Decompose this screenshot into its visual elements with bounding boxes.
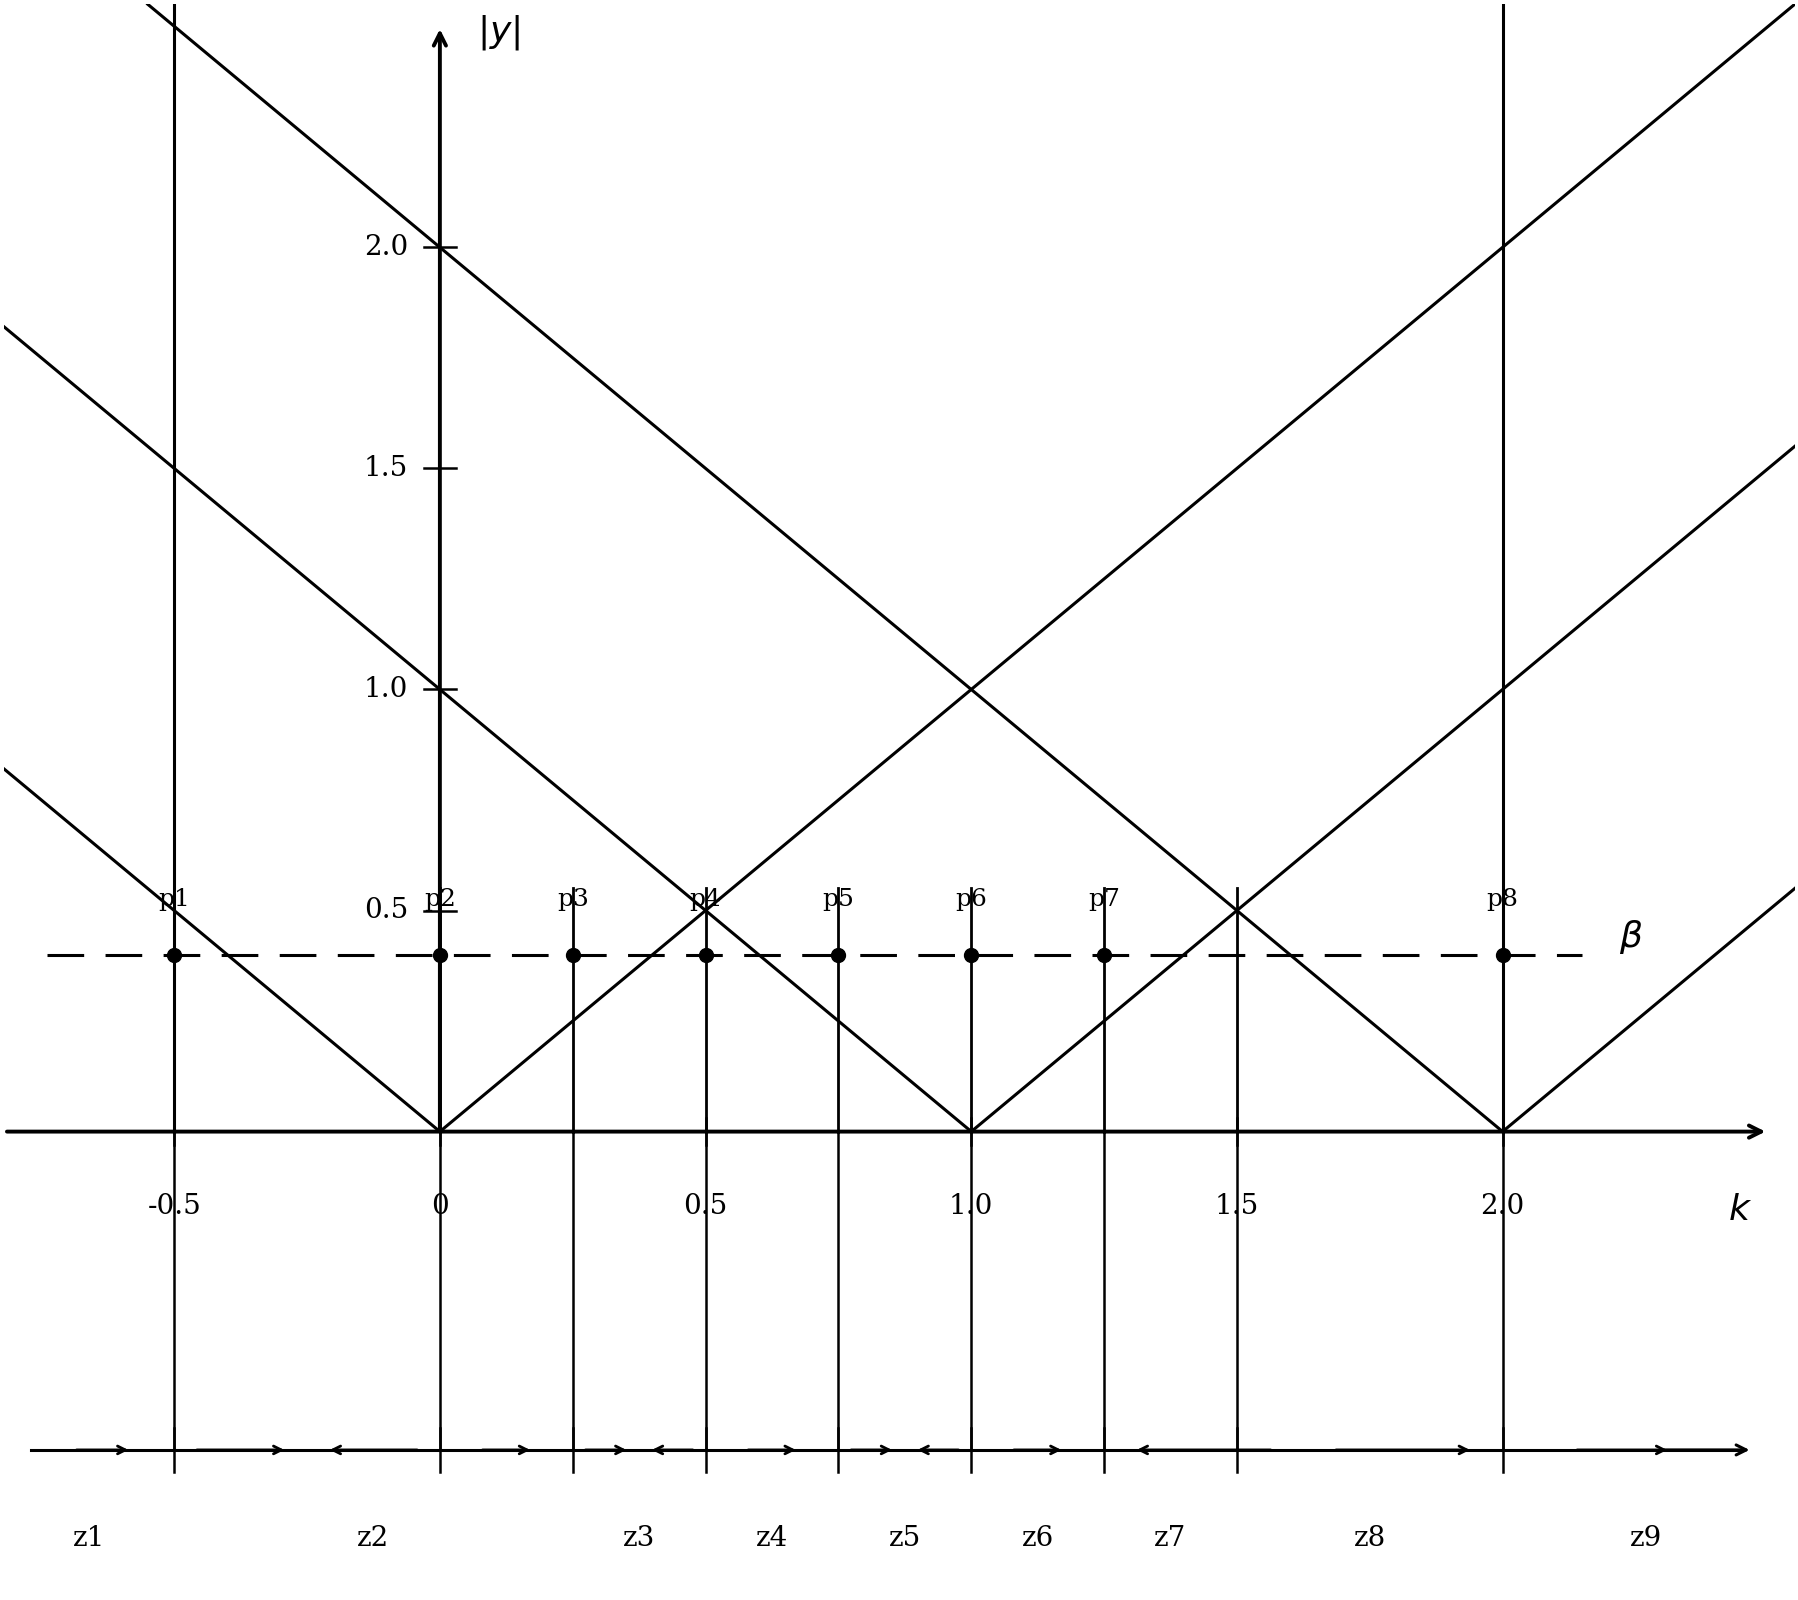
Text: 1.0: 1.0 — [363, 675, 408, 702]
Text: z8: z8 — [1352, 1525, 1384, 1552]
Text: $\beta$: $\beta$ — [1618, 918, 1643, 957]
Text: 0: 0 — [432, 1194, 448, 1221]
Text: z9: z9 — [1629, 1525, 1661, 1552]
Text: p6: p6 — [955, 888, 987, 910]
Text: z3: z3 — [622, 1525, 654, 1552]
Text: p1: p1 — [158, 888, 191, 910]
Text: 2.0: 2.0 — [1480, 1194, 1525, 1221]
Text: $|y|$: $|y|$ — [476, 13, 520, 53]
Text: p8: p8 — [1485, 888, 1518, 910]
Text: z1: z1 — [74, 1525, 106, 1552]
Text: z6: z6 — [1021, 1525, 1054, 1552]
Text: 0.5: 0.5 — [683, 1194, 726, 1221]
Text: 2.0: 2.0 — [363, 234, 408, 261]
Text: p5: p5 — [822, 888, 854, 910]
Text: p4: p4 — [689, 888, 721, 910]
Text: p7: p7 — [1088, 888, 1120, 910]
Text: $k$: $k$ — [1728, 1194, 1751, 1227]
Text: p3: p3 — [556, 888, 588, 910]
Text: z2: z2 — [358, 1525, 390, 1552]
Text: p2: p2 — [424, 888, 455, 910]
Text: 0.5: 0.5 — [363, 898, 408, 925]
Text: 1.5: 1.5 — [363, 454, 408, 482]
Text: -0.5: -0.5 — [147, 1194, 201, 1221]
Text: z5: z5 — [888, 1525, 921, 1552]
Text: z4: z4 — [755, 1525, 788, 1552]
Text: 1.0: 1.0 — [949, 1194, 992, 1221]
Text: 1.5: 1.5 — [1214, 1194, 1259, 1221]
Text: z7: z7 — [1154, 1525, 1187, 1552]
